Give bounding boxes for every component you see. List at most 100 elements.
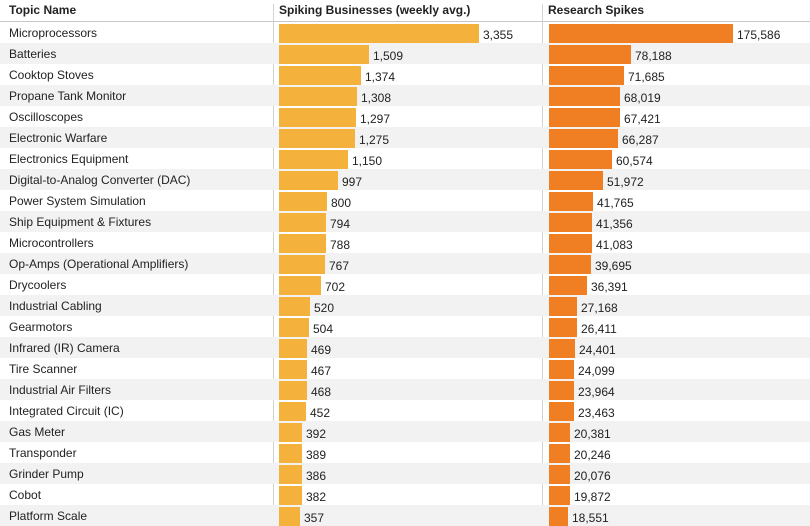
business-bar[interactable] xyxy=(279,486,302,505)
table-row[interactable]: Electronic Warfare 1,275 66,287 xyxy=(0,127,810,148)
business-bar[interactable] xyxy=(279,465,302,484)
research-bar[interactable] xyxy=(549,192,593,211)
research-bar[interactable] xyxy=(549,234,592,253)
table-row[interactable]: Grinder Pump 386 20,076 xyxy=(0,463,810,484)
research-bar[interactable] xyxy=(549,45,631,64)
research-bar[interactable] xyxy=(549,213,592,232)
research-bar[interactable] xyxy=(549,255,591,274)
research-bar[interactable] xyxy=(549,507,568,526)
business-value: 357 xyxy=(304,511,325,525)
business-bar[interactable] xyxy=(279,45,369,64)
research-bar[interactable] xyxy=(549,339,575,358)
table-row[interactable]: Digital-to-Analog Converter (DAC) 997 51,9… xyxy=(0,169,810,190)
table-row[interactable]: Infrared (IR) Camera 469 24,401 xyxy=(0,337,810,358)
business-bar[interactable] xyxy=(279,276,321,295)
topic-name: Electronic Warfare xyxy=(9,131,108,145)
table-row[interactable]: Drycoolers 702 36,391 xyxy=(0,274,810,295)
research-bar[interactable] xyxy=(549,66,624,85)
research-value: 20,246 xyxy=(574,448,611,462)
table-row[interactable]: Cobot 382 19,872 xyxy=(0,484,810,505)
topic-name: Drycoolers xyxy=(9,278,67,292)
table-row[interactable]: Cooktop Stoves 1,374 71,685 xyxy=(0,64,810,85)
table-row[interactable]: Batteries 1,509 78,188 xyxy=(0,43,810,64)
topic-name: Industrial Air Filters xyxy=(9,383,112,397)
business-bar[interactable] xyxy=(279,129,355,148)
business-bar[interactable] xyxy=(279,87,357,106)
business-bar[interactable] xyxy=(279,507,300,526)
business-value: 520 xyxy=(314,301,335,315)
topic-name: Cooktop Stoves xyxy=(9,68,94,82)
table-header: Topic Name Spiking Businesses (weekly av… xyxy=(0,0,810,22)
table-row[interactable]: Platform Scale 357 18,551 xyxy=(0,505,810,526)
table-row[interactable]: Microcontrollers 788 41,083 xyxy=(0,232,810,253)
topic-name: Microcontrollers xyxy=(9,236,94,250)
topic-name: Grinder Pump xyxy=(9,467,84,481)
table-row[interactable]: Integrated Circuit (IC) 452 23,463 xyxy=(0,400,810,421)
topic-name: Propane Tank Monitor xyxy=(9,89,127,103)
business-value: 452 xyxy=(310,406,331,420)
business-bar[interactable] xyxy=(279,360,307,379)
research-bar[interactable] xyxy=(549,444,570,463)
business-bar[interactable] xyxy=(279,255,325,274)
research-bar[interactable] xyxy=(549,381,574,400)
research-bar[interactable] xyxy=(549,402,574,421)
businesses-column-header[interactable]: Spiking Businesses (weekly avg.) xyxy=(279,3,471,17)
business-bar[interactable] xyxy=(279,381,307,400)
business-bar[interactable] xyxy=(279,150,348,169)
business-bar[interactable] xyxy=(279,66,361,85)
business-value: 504 xyxy=(313,322,334,336)
research-bar[interactable] xyxy=(549,87,620,106)
business-bar[interactable] xyxy=(279,192,327,211)
table-row[interactable]: Transponder 389 20,246 xyxy=(0,442,810,463)
business-bar[interactable] xyxy=(279,24,479,43)
business-bar[interactable] xyxy=(279,318,309,337)
research-bar[interactable] xyxy=(549,486,570,505)
research-bar[interactable] xyxy=(549,297,577,316)
research-value: 41,765 xyxy=(597,196,634,210)
research-value: 51,972 xyxy=(607,175,644,189)
table-row[interactable]: Industrial Cabling 520 27,168 xyxy=(0,295,810,316)
table-row[interactable]: Microprocessors 3,355 175,586 xyxy=(0,22,810,43)
research-bar[interactable] xyxy=(549,108,620,127)
business-value: 800 xyxy=(331,196,352,210)
table-row[interactable]: Op-Amps (Operational Amplifiers) 767 39,69… xyxy=(0,253,810,274)
research-bar[interactable] xyxy=(549,318,577,337)
research-bar[interactable] xyxy=(549,360,574,379)
topic-name: Power System Simulation xyxy=(9,194,146,208)
table-row[interactable]: Industrial Air Filters 468 23,964 xyxy=(0,379,810,400)
business-bar[interactable] xyxy=(279,444,302,463)
business-bar[interactable] xyxy=(279,339,307,358)
table-row[interactable]: Gas Meter 392 20,381 xyxy=(0,421,810,442)
business-bar[interactable] xyxy=(279,171,338,190)
research-bar[interactable] xyxy=(549,150,612,169)
topic-name: Op-Amps (Operational Amplifiers) xyxy=(9,257,189,271)
research-value: 23,964 xyxy=(578,385,615,399)
business-value: 1,374 xyxy=(365,70,396,84)
table-row[interactable]: Ship Equipment & Fixtures 794 41,356 xyxy=(0,211,810,232)
business-bar[interactable] xyxy=(279,297,310,316)
topic-column-header[interactable]: Topic Name xyxy=(9,3,77,17)
research-bar[interactable] xyxy=(549,129,618,148)
research-bar[interactable] xyxy=(549,465,570,484)
research-bar[interactable] xyxy=(549,24,733,43)
business-value: 997 xyxy=(342,175,363,189)
table-row[interactable]: Gearmotors 504 26,411 xyxy=(0,316,810,337)
business-bar[interactable] xyxy=(279,213,326,232)
business-bar[interactable] xyxy=(279,234,326,253)
table-row[interactable]: Propane Tank Monitor 1,308 68,019 xyxy=(0,85,810,106)
table-row[interactable]: Oscilloscopes 1,297 67,421 xyxy=(0,106,810,127)
business-bar[interactable] xyxy=(279,108,356,127)
table-row[interactable]: Electronics Equipment 1,150 60,574 xyxy=(0,148,810,169)
research-bar[interactable] xyxy=(549,423,570,442)
research-bar[interactable] xyxy=(549,171,603,190)
business-bar[interactable] xyxy=(279,402,306,421)
research-column-header[interactable]: Research Spikes xyxy=(548,3,645,17)
table-row[interactable]: Tire Scanner 467 24,099 xyxy=(0,358,810,379)
research-value: 78,188 xyxy=(635,49,672,63)
topic-name: Integrated Circuit (IC) xyxy=(9,404,124,418)
research-bar[interactable] xyxy=(549,276,587,295)
topic-name: Batteries xyxy=(9,47,57,61)
table-row[interactable]: Power System Simulation 800 41,765 xyxy=(0,190,810,211)
business-bar[interactable] xyxy=(279,423,302,442)
